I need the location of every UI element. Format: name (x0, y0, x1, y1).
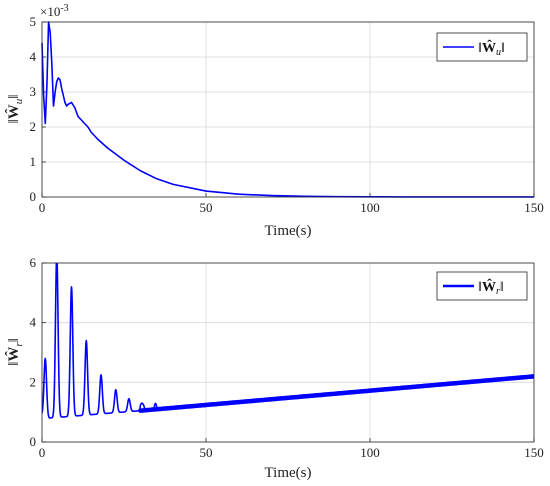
bottom-x-tick-label: 150 (524, 445, 544, 460)
top-y-axis-label: ‖Ŵu‖ (5, 95, 25, 124)
bottom-ylabel-norm-open: ‖ (6, 362, 22, 366)
bottom-y-axis-label: ‖Ŵr‖ (5, 338, 25, 366)
top-multiplier: ×10-3 (40, 3, 69, 19)
bottom-legend-norm-open: ‖ (478, 280, 482, 295)
bottom-y-tick-label: 0 (30, 434, 37, 449)
bottom-series-band (138, 374, 534, 413)
bottom-y-tick-label: 2 (30, 374, 37, 389)
top-x-tick-label: 50 (200, 200, 213, 215)
bottom-x-axis-label: Time(s) (265, 465, 312, 481)
bottom-legend-norm-close: ‖ (500, 280, 504, 295)
bottom-legend: ‖Ŵr‖ (436, 271, 528, 301)
bottom-y-tick-labels: 0 2 4 6 (30, 255, 37, 449)
bottom-x-tick-label: 100 (360, 445, 380, 460)
bottom-ylabel-norm-close: ‖ (6, 338, 22, 342)
top-y-tick-label: 3 (30, 84, 37, 99)
top-x-tick-labels: 0 50 100 150 (39, 200, 544, 215)
top-series-group (41, 21, 534, 198)
top-multiplier-base: ×10 (40, 4, 60, 19)
top-legend-norm-open: ‖ (478, 41, 482, 56)
bottom-legend-symbol: Ŵ (482, 278, 496, 295)
top-legend-symbol: Ŵ (482, 39, 496, 56)
bottom-x-tick-labels: 0 50 100 150 (39, 445, 544, 460)
top-x-tick-label: 100 (360, 200, 380, 215)
top-legend-label: ‖Ŵu‖ (478, 39, 505, 58)
top-y-tick-label: 1 (30, 154, 37, 169)
top-legend: ‖Ŵu‖ (436, 32, 528, 62)
top-ylabel-norm-open: ‖ (6, 119, 22, 123)
top-x-tick-label: 0 (39, 200, 46, 215)
bottom-x-tick-label: 50 (200, 445, 213, 460)
top-x-axis-label: Time(s) (265, 223, 312, 239)
bottom-ylabel-subscript: r (13, 342, 25, 347)
bottom-legend-subscript: r (496, 286, 500, 297)
bottom-ylabel-symbol: Ŵ (5, 347, 22, 362)
top-x-tick-label: 150 (524, 200, 544, 215)
top-multiplier-exponent: -3 (60, 3, 68, 14)
top-y-tick-labels: 0 1 2 3 4 5 (30, 14, 37, 204)
bottom-series-group (42, 263, 534, 419)
bottom-x-tick-label: 0 (39, 445, 46, 460)
top-legend-norm-close: ‖ (501, 41, 505, 56)
top-ylabel-subscript: u (13, 98, 25, 104)
top-axes-box (41, 21, 535, 198)
top-y-tick-label: 4 (30, 49, 37, 64)
top-y-tick-label: 5 (30, 14, 37, 29)
top-ylabel-norm-close: ‖ (6, 95, 22, 99)
top-y-tick-label: 0 (30, 189, 37, 204)
bottom-legend-label: ‖Ŵr‖ (478, 278, 504, 297)
top-series-line (41, 21, 534, 198)
top-legend-subscript: u (496, 47, 501, 58)
top-ylabel-symbol: Ŵ (5, 104, 22, 119)
bottom-y-tick-label: 4 (30, 315, 37, 330)
bottom-axes-box (41, 262, 535, 443)
bottom-y-tick-label: 6 (30, 255, 37, 270)
top-y-tick-label: 2 (30, 119, 37, 134)
